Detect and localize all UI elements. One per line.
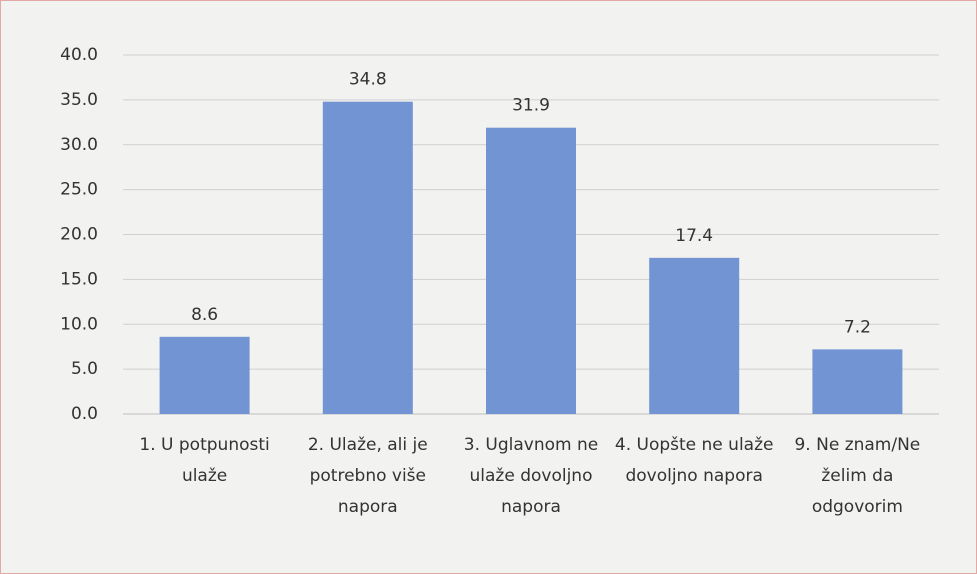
bar — [486, 127, 576, 414]
data-label: 34.8 — [349, 70, 387, 90]
y-tick-label: 5.0 — [71, 359, 98, 379]
x-tick-label: 9. Ne znam/Ne želim da odgovorim — [794, 435, 921, 517]
x-tick-label: 2. Ulaže, ali je potrebno više napora — [307, 435, 428, 517]
y-tick-label: 0.0 — [71, 404, 98, 424]
y-tick-label: 35.0 — [60, 90, 98, 110]
bar — [159, 336, 250, 414]
data-label: 31.9 — [512, 96, 550, 116]
bar — [649, 257, 740, 414]
y-tick-label: 20.0 — [60, 225, 98, 245]
y-tick-label: 25.0 — [60, 180, 98, 200]
bar — [812, 349, 903, 414]
bar — [322, 101, 413, 415]
y-tick-label: 15.0 — [60, 269, 98, 289]
y-tick-label: 10.0 — [60, 314, 98, 334]
y-tick-label: 30.0 — [60, 135, 98, 155]
data-label: 17.4 — [675, 226, 713, 246]
data-label: 7.2 — [844, 317, 871, 337]
y-tick-label: 40.0 — [60, 45, 98, 65]
x-tick-label: 4. Uopšte ne ulaže dovoljno napora — [614, 435, 774, 486]
x-tick-label: 3. Uglavnom ne ulaže dovoljno napora — [463, 435, 599, 517]
data-label: 8.6 — [191, 305, 218, 325]
x-tick-label: 1. U potpunosti ulaže — [139, 435, 270, 486]
